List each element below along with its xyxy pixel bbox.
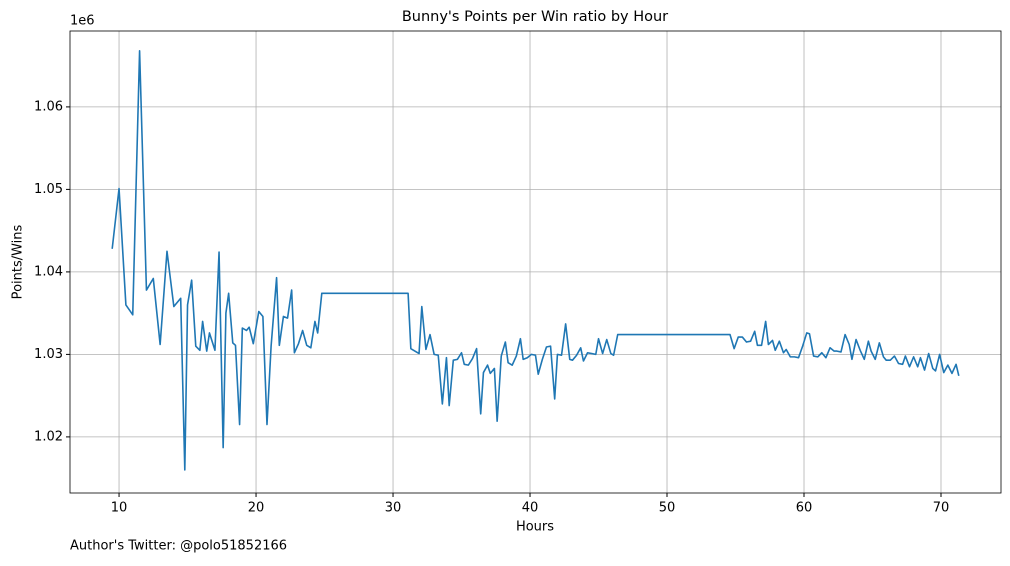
x-tick-label: 50 bbox=[659, 501, 676, 516]
y-tick-label: 1.03 bbox=[34, 347, 63, 362]
y-offset-label: 1e6 bbox=[70, 14, 95, 29]
y-axis-label: Points/Wins bbox=[11, 224, 26, 299]
y-tick-label: 1.06 bbox=[34, 99, 63, 114]
x-tick-label: 60 bbox=[796, 501, 813, 516]
y-tick-label: 1.05 bbox=[34, 182, 63, 197]
x-tick-label: 40 bbox=[522, 501, 539, 516]
footer: Author's Twitter: @polo51852166 bbox=[70, 539, 287, 554]
x-tick-label: 70 bbox=[933, 501, 950, 516]
x-tick-label: 20 bbox=[248, 501, 265, 516]
chart-title: Bunny's Points per Win ratio by Hour bbox=[402, 9, 668, 25]
x-axis-label: Hours bbox=[516, 520, 554, 535]
line bbox=[111, 50, 960, 471]
plot-frame bbox=[69, 30, 1002, 494]
x-tick-label: 30 bbox=[385, 501, 402, 516]
y-tick-label: 1.02 bbox=[34, 429, 63, 444]
x-tick-label: 10 bbox=[111, 501, 128, 516]
y-tick-label: 1.04 bbox=[34, 264, 63, 279]
